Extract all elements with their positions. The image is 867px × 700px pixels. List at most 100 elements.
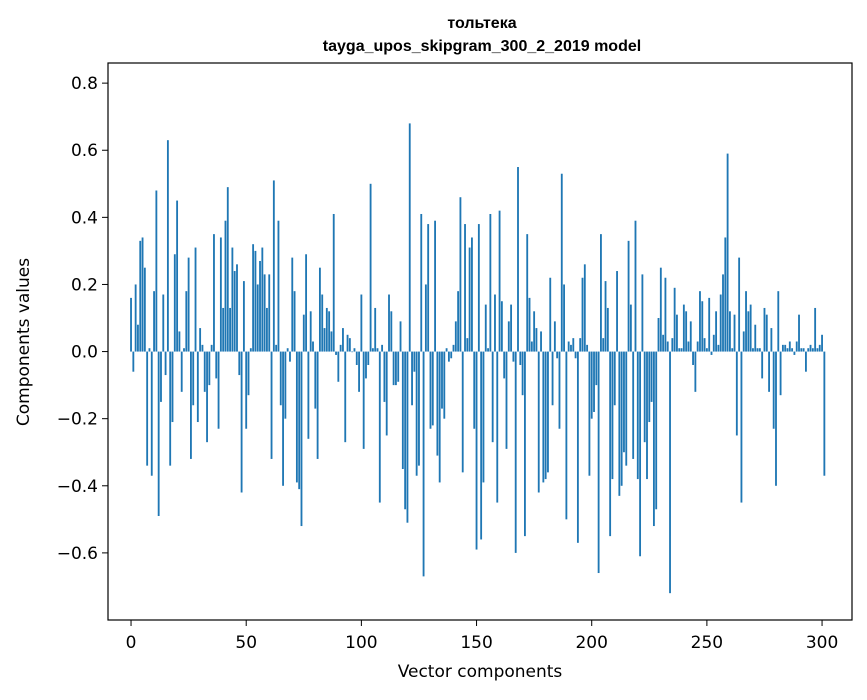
bar [424,284,427,352]
bar [507,321,510,352]
bar [452,344,455,352]
x-tick-label: 250 [691,633,723,653]
bar [791,348,794,352]
bar [443,351,446,419]
bar [332,213,335,352]
bar [800,348,803,352]
bar [162,294,165,352]
bar [724,237,727,352]
bar [307,351,310,439]
bar [597,351,600,574]
bar [130,297,132,352]
bar [482,351,485,483]
bar [199,328,202,352]
x-tick-label: 0 [126,633,137,653]
bar [786,348,789,352]
bar [765,314,768,352]
bar [392,351,395,386]
bar [694,351,697,392]
bar [240,351,243,493]
bar [673,287,676,352]
bar [312,341,314,352]
bar [565,351,568,520]
chart-subtitle: tayga_upos_skipgram_300_2_2019 model [323,38,641,55]
y-tick-label: −0.2 [57,410,98,430]
bar [365,351,367,379]
bar [222,307,225,352]
bar [484,304,487,352]
bar [712,334,715,352]
bar [510,304,513,352]
y-tick-label: 0.8 [71,74,98,94]
bar [256,284,259,352]
bar [609,351,612,537]
bar [526,234,529,352]
bar [353,348,356,352]
bar [146,351,149,466]
bar [148,348,151,352]
bar [238,351,241,376]
bar [477,224,480,352]
bar [429,351,432,429]
bar [183,348,185,352]
bar [738,257,741,352]
bar [749,304,752,352]
bar [646,351,648,480]
bar [171,351,174,423]
bar [339,344,342,352]
bar [726,153,729,352]
bar [816,348,819,352]
bar [383,351,386,402]
bar [494,294,496,352]
bar [480,351,483,540]
bar [431,351,434,426]
bar [553,321,556,352]
bar [563,284,565,352]
bar [781,344,784,352]
bar [275,344,278,352]
bar [272,180,275,352]
bar [247,351,250,396]
bar [279,351,282,406]
bar [457,291,460,352]
bar [367,351,370,365]
bar [662,334,665,352]
bar [454,321,457,352]
bar [254,250,257,352]
bar [752,348,754,352]
bar [567,341,570,352]
bar [318,267,321,352]
bar [535,328,538,352]
bar [286,348,289,352]
bar [636,351,639,480]
bar [408,123,411,352]
bar [740,351,743,503]
bar [802,348,805,352]
bar [570,344,572,352]
y-tick-label: 0.4 [71,208,98,228]
bar [166,140,169,352]
bar [471,237,473,352]
bar [652,351,655,527]
bar [784,344,787,352]
bar [544,351,547,480]
bar [722,274,724,352]
bar [411,351,413,406]
bar [650,351,653,402]
bar [729,311,731,352]
bar [613,351,616,406]
bar [703,338,706,352]
bar [805,351,807,372]
bar [192,351,195,406]
bar [795,341,798,352]
bar [699,291,701,352]
y-tick-label: −0.4 [57,477,98,497]
bar [763,307,766,352]
bar [289,351,291,362]
y-axis-ticks: −0.6 −0.4 −0.2 0.0 0.2 0.4 0.6 0.8 [57,74,108,564]
bar [132,351,135,372]
bar [284,351,287,419]
bar [600,234,602,352]
bar [528,297,531,352]
